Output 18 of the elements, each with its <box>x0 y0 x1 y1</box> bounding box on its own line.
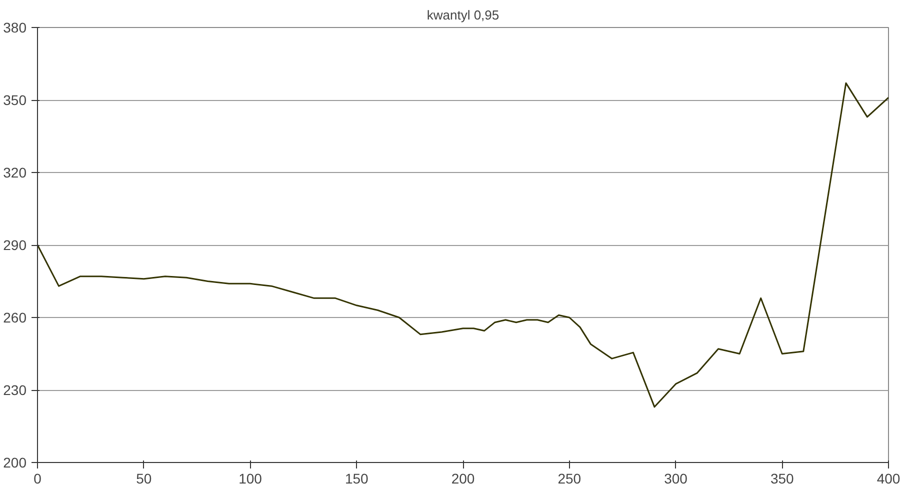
chart-title: kwantyl 0,95 <box>426 8 500 22</box>
y-tick-label: 350 <box>3 92 27 108</box>
y-tick-label: 290 <box>3 237 27 253</box>
x-tick-label: 400 <box>876 470 900 486</box>
x-tick-label: 50 <box>136 470 152 486</box>
y-tick-label: 320 <box>3 164 27 180</box>
y-tick-label: 200 <box>3 454 27 470</box>
x-tick-label: 200 <box>451 470 475 486</box>
x-tick-label: 100 <box>238 470 262 486</box>
x-tick-label: 300 <box>664 470 688 486</box>
x-tick-label: 0 <box>34 470 42 486</box>
y-tick-label: 380 <box>3 20 27 36</box>
line-series <box>38 82 888 408</box>
y-tick-label: 260 <box>3 310 27 326</box>
x-tick-label: 250 <box>558 470 582 486</box>
x-tick-label: 150 <box>344 470 369 486</box>
y-tick-label: 230 <box>3 382 27 398</box>
x-tick-label: 350 <box>770 470 794 486</box>
